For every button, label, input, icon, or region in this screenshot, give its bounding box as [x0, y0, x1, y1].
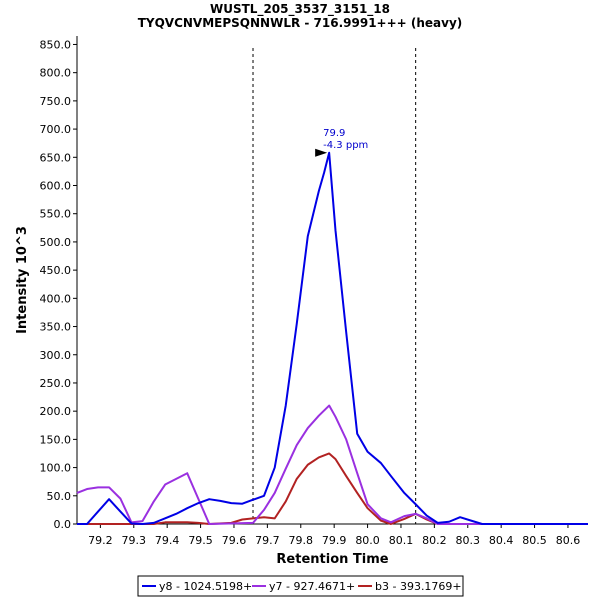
x-tick-label: 79.2 — [88, 534, 113, 547]
x-tick-label: 79.4 — [155, 534, 180, 547]
x-tick-label: 80.6 — [556, 534, 581, 547]
y-tick-label: 50.0 — [47, 490, 72, 503]
y-tick-label: 200.0 — [40, 405, 72, 418]
x-axis: 79.2 79.3 79.4 79.5 79.6 79.7 79.8 79.9 80.0 80.1… — [77, 48, 588, 547]
chart-title: WUSTL_205_3537_3151_18 — [210, 2, 390, 17]
x-tick-label: 80.4 — [489, 534, 514, 547]
legend: y8 - 1024.5198+ y7 - 927.4671+ b3 - 393.17… — [137, 575, 464, 597]
x-tick-label: 79.6 — [222, 534, 247, 547]
x-tick-label: 80.3 — [456, 534, 481, 547]
series-lines — [76, 151, 588, 525]
legend-box — [137, 575, 464, 597]
y-tick-label: 700.0 — [40, 123, 72, 136]
y-tick-label: 750.0 — [40, 95, 72, 108]
peak-marker-arrow — [315, 148, 328, 157]
y-tick-label: 150.0 — [40, 433, 72, 446]
y-tick-label: 350.0 — [40, 321, 72, 334]
y-axis: 0.0 50.0 100.0 150.0 200.0 250.0 300.0 350.0 400… — [40, 36, 78, 531]
y-tick-label: 650.0 — [40, 151, 72, 164]
y-tick-label: 550.0 — [40, 208, 72, 221]
x-tick-label: 79.7 — [255, 534, 280, 547]
x-tick-label: 80.2 — [422, 534, 447, 547]
x-tick-label: 79.9 — [322, 534, 347, 547]
x-tick-label: 79.3 — [122, 534, 147, 547]
y-tick-label: 450.0 — [40, 264, 72, 277]
y-tick-label: 400.0 — [40, 292, 72, 305]
series-line-0 — [77, 151, 588, 525]
x-axis-label: Retention Time — [276, 552, 388, 567]
x-tick-label: 79.5 — [188, 534, 213, 547]
y-tick-label: 100.0 — [40, 462, 72, 475]
peak-rt-label: 79.9 — [323, 128, 345, 139]
y-tick-label: 800.0 — [40, 67, 72, 80]
series-line-2 — [77, 452, 588, 525]
chart-subtitle: TYQVCNVMEPSQNNWLR - 716.9991+++ (heavy) — [138, 16, 463, 30]
x-tick-label: 80.1 — [389, 534, 414, 547]
x-tick-label: 80.5 — [522, 534, 547, 547]
legend-label-0: y8 - 1024.5198+ — [159, 580, 252, 593]
x-tick-label: 80.0 — [355, 534, 380, 547]
y-tick-label: 0.0 — [54, 518, 72, 531]
y-axis-label: Intensity 10^3 — [15, 226, 30, 334]
legend-label-1: y7 - 927.4671+ — [269, 580, 355, 593]
y-tick-label: 500.0 — [40, 236, 72, 249]
y-tick-label: 600.0 — [40, 180, 72, 193]
x-tick-label: 79.8 — [289, 534, 314, 547]
legend-label-2: b3 - 393.1769+ — [375, 580, 462, 593]
series-line-1 — [76, 404, 588, 525]
y-tick-label: 250.0 — [40, 377, 72, 390]
peak-ppm-label: -4.3 ppm — [323, 140, 368, 151]
y-tick-label: 300.0 — [40, 349, 72, 362]
y-tick-label: 850.0 — [40, 38, 72, 51]
peak-annotation: 79.9-4.3 ppm — [315, 128, 368, 157]
